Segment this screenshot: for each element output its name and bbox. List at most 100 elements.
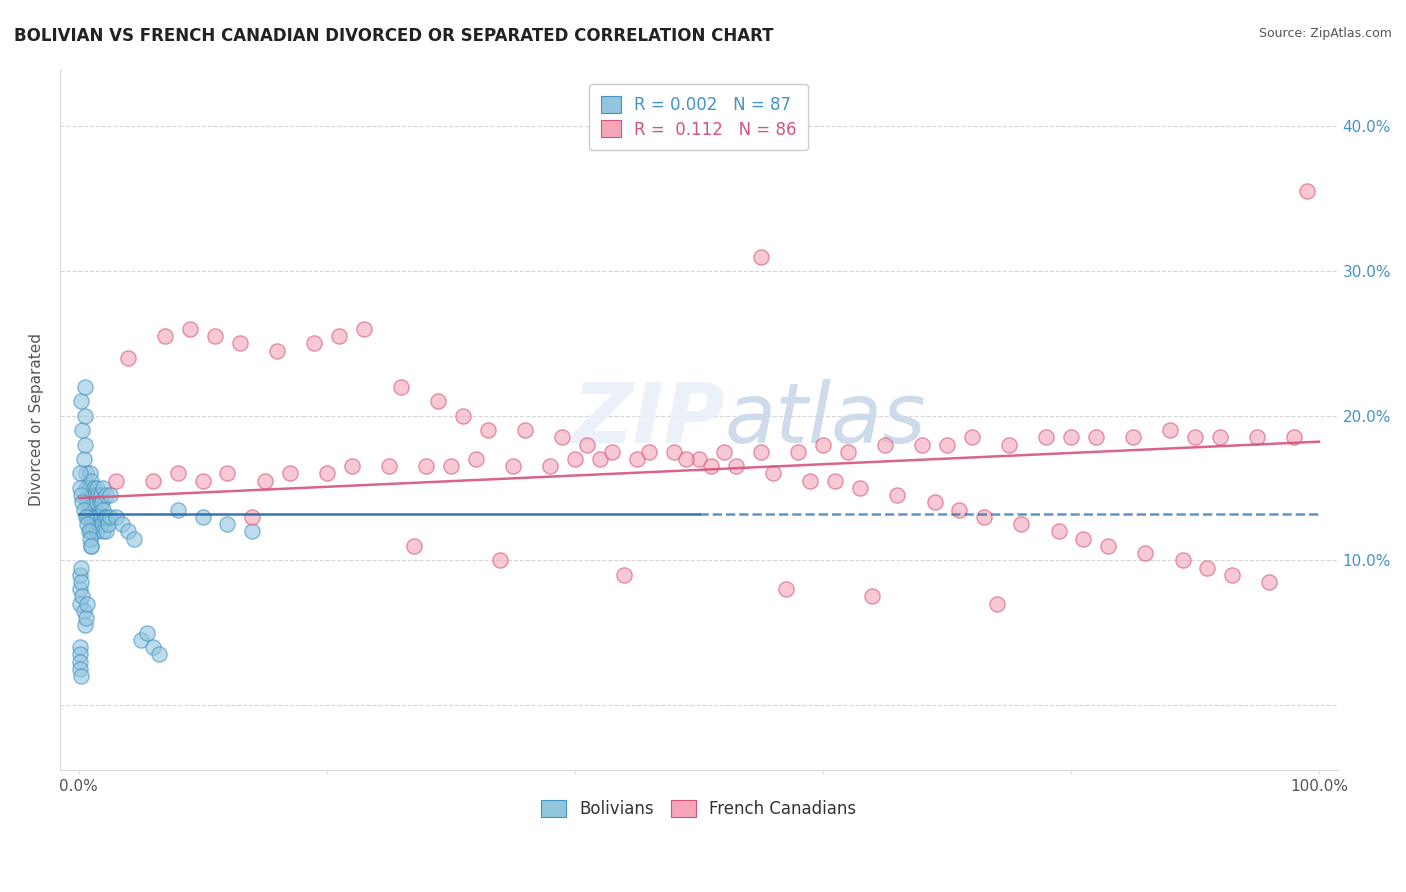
Point [82, 509, 104, 524]
Point [799, 474, 821, 488]
Point [749, 445, 772, 459]
Point [1209, 430, 1232, 444]
Point [787, 445, 810, 459]
Point [89, 495, 111, 509]
Point [73, 618, 96, 632]
Point [75, 467, 97, 481]
Point [240, 509, 263, 524]
Point [266, 343, 288, 358]
Point [72, 452, 94, 467]
Point [1258, 574, 1281, 589]
Point [600, 445, 623, 459]
Point [70, 669, 93, 683]
Point [837, 445, 859, 459]
Point [80, 539, 103, 553]
Y-axis label: Divorced or Separated: Divorced or Separated [30, 333, 44, 506]
Point [576, 437, 599, 451]
Point [69, 481, 91, 495]
Point [83, 481, 105, 495]
Point [91, 495, 114, 509]
Point [278, 467, 301, 481]
Point [389, 380, 412, 394]
Point [82, 488, 104, 502]
Point [1097, 539, 1119, 553]
Point [77, 524, 100, 539]
Point [515, 423, 537, 437]
Point [811, 437, 834, 451]
Point [217, 517, 239, 532]
Point [1122, 430, 1144, 444]
Point [626, 452, 648, 467]
Point [86, 524, 108, 539]
Point [1220, 567, 1243, 582]
Point [104, 474, 127, 488]
Point [613, 567, 636, 582]
Point [72, 604, 94, 618]
Point [1135, 546, 1157, 560]
Point [451, 409, 474, 423]
Point [129, 632, 152, 647]
Point [96, 509, 118, 524]
Legend: Bolivians, French Canadians: Bolivians, French Canadians [534, 793, 863, 825]
Point [94, 524, 117, 539]
Point [70, 560, 93, 574]
Point [76, 597, 98, 611]
Text: atlas: atlas [724, 379, 927, 459]
Point [1295, 185, 1317, 199]
Point [117, 351, 139, 365]
Point [69, 582, 91, 597]
Point [98, 509, 121, 524]
Point [80, 474, 103, 488]
Point [77, 509, 100, 524]
Point [762, 467, 785, 481]
Point [217, 467, 239, 481]
Point [749, 250, 772, 264]
Point [76, 517, 98, 532]
Point [98, 488, 121, 502]
Point [340, 459, 363, 474]
Point [76, 509, 98, 524]
Point [77, 481, 100, 495]
Point [477, 423, 499, 437]
Point [551, 430, 574, 444]
Text: Source: ZipAtlas.com: Source: ZipAtlas.com [1258, 27, 1392, 40]
Point [588, 452, 610, 467]
Point [1060, 430, 1083, 444]
Point [70, 394, 93, 409]
Point [93, 481, 115, 495]
Point [87, 488, 110, 502]
Point [502, 459, 524, 474]
Point [72, 495, 94, 509]
Point [124, 532, 146, 546]
Point [75, 481, 97, 495]
Point [90, 509, 112, 524]
Point [1159, 423, 1181, 437]
Point [638, 445, 661, 459]
Point [87, 509, 110, 524]
Point [91, 517, 114, 532]
Point [104, 509, 127, 524]
Point [402, 539, 425, 553]
Point [83, 509, 105, 524]
Point [117, 524, 139, 539]
Point [72, 502, 94, 516]
Point [83, 488, 105, 502]
Point [1010, 517, 1032, 532]
Point [94, 488, 117, 502]
Point [986, 597, 1008, 611]
Point [111, 517, 134, 532]
Point [700, 459, 723, 474]
Point [155, 329, 177, 343]
Point [69, 662, 91, 676]
Text: BOLIVIAN VS FRENCH CANADIAN DIVORCED OR SEPARATED CORRELATION CHART: BOLIVIAN VS FRENCH CANADIAN DIVORCED OR … [14, 27, 773, 45]
Point [440, 459, 463, 474]
Point [1171, 553, 1194, 567]
Point [191, 474, 214, 488]
Point [415, 459, 437, 474]
Point [253, 474, 276, 488]
Point [489, 553, 512, 567]
Point [464, 452, 486, 467]
Point [72, 423, 94, 437]
Point [69, 467, 91, 481]
Point [824, 474, 846, 488]
